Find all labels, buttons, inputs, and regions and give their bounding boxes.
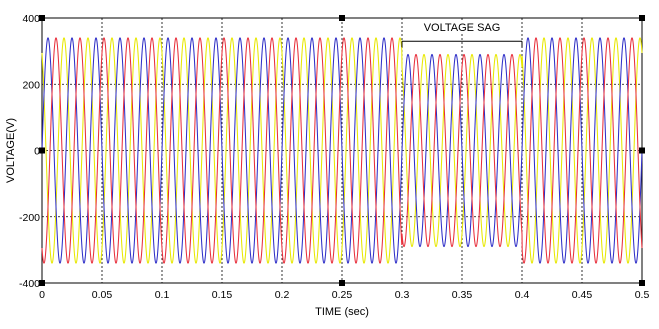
x-tick-label: 0.05 xyxy=(92,289,113,301)
x-tick-label: 0.2 xyxy=(275,289,290,301)
x-tick-label: 0.25 xyxy=(332,289,353,301)
annotation-group: VOLTAGE SAG xyxy=(401,20,523,48)
axis-marker xyxy=(639,280,645,286)
series-group xyxy=(41,37,643,264)
y-tick-label: -400 xyxy=(19,278,40,290)
voltage-sag-label: VOLTAGE SAG xyxy=(424,22,501,34)
y-tick-label: 200 xyxy=(22,79,40,91)
y-tick-label: -200 xyxy=(19,212,40,224)
axis-marker xyxy=(639,15,645,21)
series-line-1 xyxy=(41,37,643,264)
x-tick-labels: 0 0.05 0.1 0.15 0.2 0.25 0.3 0.35 0.4 0.45 0.5 xyxy=(39,289,649,301)
axis-marker xyxy=(39,15,45,21)
y-axis-title: VOLTAGE(V) xyxy=(5,118,17,183)
sag-label-bg xyxy=(424,20,500,34)
y-tick-label: 400 xyxy=(22,13,40,25)
x-tick-label: 0.15 xyxy=(212,289,233,301)
series-line-2 xyxy=(41,37,643,264)
axis-marker xyxy=(639,147,645,154)
y-tick-label: 0 xyxy=(34,146,40,158)
x-axis-title: TIME (sec) xyxy=(315,306,369,318)
axis-marker xyxy=(339,280,345,286)
x-tick-label: 0.45 xyxy=(572,289,593,301)
x-tick-label: 0.1 xyxy=(155,289,170,301)
y-tick-labels: -400 -200 0 200 400 xyxy=(19,13,40,290)
x-tick-label: 0.35 xyxy=(452,289,473,301)
axis-marker xyxy=(39,280,45,286)
axis-marker xyxy=(339,15,345,21)
x-tick-label: 0.4 xyxy=(515,289,530,301)
x-tick-label: 0.5 xyxy=(635,289,650,301)
axis-markers xyxy=(39,15,645,286)
series-line-3 xyxy=(41,37,643,264)
axis-marker xyxy=(39,147,45,154)
x-tick-label: 0 xyxy=(39,289,45,301)
x-tick-label: 0.3 xyxy=(395,289,410,301)
